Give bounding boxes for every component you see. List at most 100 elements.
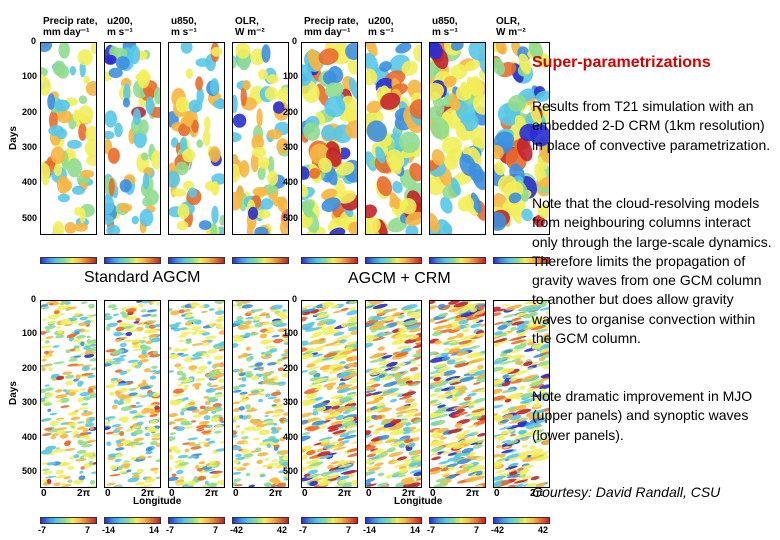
anomaly-patch [217, 315, 224, 319]
anomaly-patch [506, 424, 520, 430]
anomaly-patch [351, 385, 357, 390]
anomaly-patch [430, 318, 436, 323]
anomaly-patch [413, 411, 421, 417]
panel-title: OLR, W m⁻² [496, 16, 526, 38]
anomaly-patch [207, 382, 212, 387]
anomaly-patch [73, 328, 83, 332]
anomaly-patch [397, 380, 410, 385]
anomaly-patch [144, 477, 156, 483]
anomaly-patch [190, 326, 202, 330]
anomaly-patch [211, 410, 217, 414]
anomaly-patch [276, 450, 283, 455]
longitude-tick-label: 2π [205, 488, 219, 499]
anomaly-patch [499, 360, 512, 365]
anomaly-patch [59, 302, 65, 306]
anomaly-patch [433, 419, 446, 426]
anomaly-patch [465, 470, 475, 473]
anomaly-patch [307, 469, 318, 475]
anomaly-patch [215, 448, 224, 452]
anomaly-patch [507, 393, 522, 399]
anomaly-patch [302, 401, 315, 405]
anomaly-patch [201, 430, 212, 434]
anomaly-patch [321, 188, 337, 200]
anomaly-patch [433, 376, 442, 382]
anomaly-patch [376, 320, 386, 326]
anomaly-patch [372, 448, 384, 454]
anomaly-patch [302, 412, 313, 418]
anomaly-patch [252, 186, 269, 197]
anomaly-patch [513, 370, 528, 376]
anomaly-patch [459, 153, 476, 177]
anomaly-patch [345, 120, 357, 139]
anomaly-patch [284, 363, 288, 367]
anomaly-patch [366, 334, 375, 339]
anomaly-patch [198, 365, 208, 371]
anomaly-patch [139, 385, 151, 390]
anomaly-patch [454, 422, 463, 428]
anomaly-patch [454, 411, 468, 417]
anomaly-patch [515, 355, 526, 360]
anomaly-patch [336, 161, 355, 176]
anomaly-patch [302, 183, 309, 198]
anomaly-patch [499, 419, 510, 424]
anomaly-patch [390, 366, 401, 371]
anomaly-patch [259, 474, 266, 478]
anomaly-patch [344, 484, 353, 487]
anomaly-patch [202, 128, 211, 147]
anomaly-patch [136, 421, 144, 426]
colorbar [104, 257, 161, 264]
anomaly-patch [241, 304, 253, 309]
anomaly-patch [475, 332, 485, 337]
anomaly-patch [233, 389, 242, 393]
anomaly-patch [309, 418, 322, 423]
anomaly-patch [179, 348, 189, 352]
anomaly-patch [41, 162, 51, 182]
anomaly-patch [75, 374, 81, 380]
anomaly-patch [175, 481, 188, 486]
anomaly-patch [322, 342, 338, 347]
day-tick-label: 100 [283, 328, 299, 339]
anomaly-patch [195, 424, 208, 429]
anomaly-patch [391, 339, 405, 345]
anomaly-patch [393, 372, 401, 377]
anomaly-patch [494, 321, 505, 325]
anomaly-patch [380, 331, 394, 337]
anomaly-patch [62, 389, 68, 392]
anomaly-patch [531, 427, 540, 432]
anomaly-patch [316, 448, 324, 453]
anomaly-patch [137, 69, 150, 89]
anomaly-patch [79, 208, 86, 224]
anomaly-patch [198, 461, 206, 465]
anomaly-patch [505, 305, 519, 311]
anomaly-patch [263, 420, 275, 424]
anomaly-patch [141, 301, 154, 304]
anomaly-patch [283, 478, 288, 481]
anomaly-patch [197, 467, 203, 472]
anomaly-patch [431, 149, 445, 166]
anomaly-patch [214, 474, 220, 478]
anomaly-patch [541, 353, 549, 358]
anomaly-patch [518, 480, 529, 484]
anomaly-patch [332, 429, 347, 435]
anomaly-patch [238, 372, 246, 377]
anomaly-patch [506, 473, 521, 479]
anomaly-patch [495, 356, 510, 362]
anomaly-patch [525, 306, 541, 312]
anomaly-patch [521, 444, 528, 448]
anomaly-patch [263, 482, 272, 487]
anomaly-patch [105, 363, 112, 367]
anomaly-patch [145, 96, 155, 115]
anomaly-patch [252, 437, 260, 441]
anomaly-patch [62, 371, 73, 376]
anomaly-patch [118, 416, 129, 422]
anomaly-patch [270, 391, 282, 397]
anomaly-patch [471, 408, 485, 413]
anomaly-patch [178, 339, 185, 342]
anomaly-patch [500, 332, 507, 337]
anomaly-patch [477, 364, 484, 370]
anomaly-patch [347, 59, 357, 75]
anomaly-patch [265, 429, 270, 435]
anomaly-patch [203, 485, 209, 487]
anomaly-patch [380, 420, 393, 425]
anomaly-patch [178, 309, 185, 314]
